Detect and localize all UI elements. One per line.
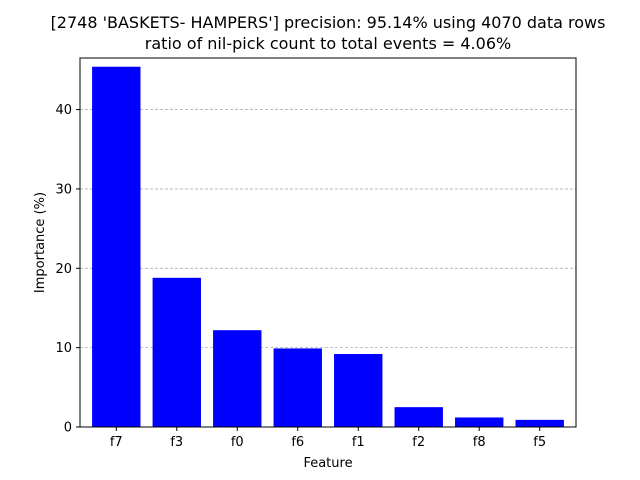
x-tick-label: f8: [473, 435, 486, 450]
y-axis-ticks: 0 10 20 30 40: [55, 103, 80, 436]
bar-f5: [515, 419, 564, 427]
x-tick-label: f0: [231, 435, 244, 450]
y-tick-label: 0: [64, 421, 72, 436]
bar-f3: [152, 277, 201, 427]
bar-f7: [92, 66, 141, 427]
y-tick-label: 20: [55, 262, 72, 277]
bar-f8: [455, 417, 504, 427]
bar-f2: [394, 407, 443, 427]
bar-f0: [213, 330, 262, 427]
bars: [92, 66, 564, 427]
x-axis-label: Feature: [303, 456, 352, 471]
x-tick-label: f6: [291, 435, 304, 450]
x-tick-label: f3: [170, 435, 183, 450]
bar-f6: [273, 348, 322, 427]
y-tick-label: 10: [55, 341, 72, 356]
plot-frame: [79, 57, 577, 428]
chart-title-line2: ratio of nil-pick count to total events …: [145, 34, 511, 53]
x-tick-label: f7: [110, 435, 123, 450]
chart-title-line1: [2748 'BASKETS- HAMPERS'] precision: 95.…: [51, 13, 606, 32]
x-axis-ticks: f7 f3 f0 f6 f1 f2 f8 f5: [110, 427, 546, 450]
x-tick-label: f5: [533, 435, 546, 450]
x-tick-label: f2: [412, 435, 425, 450]
y-tick-label: 30: [55, 182, 72, 197]
bar-f1: [334, 353, 383, 427]
x-tick-label: f1: [352, 435, 365, 450]
y-tick-label: 40: [55, 103, 72, 118]
y-axis-label: Importance (%): [33, 192, 48, 293]
